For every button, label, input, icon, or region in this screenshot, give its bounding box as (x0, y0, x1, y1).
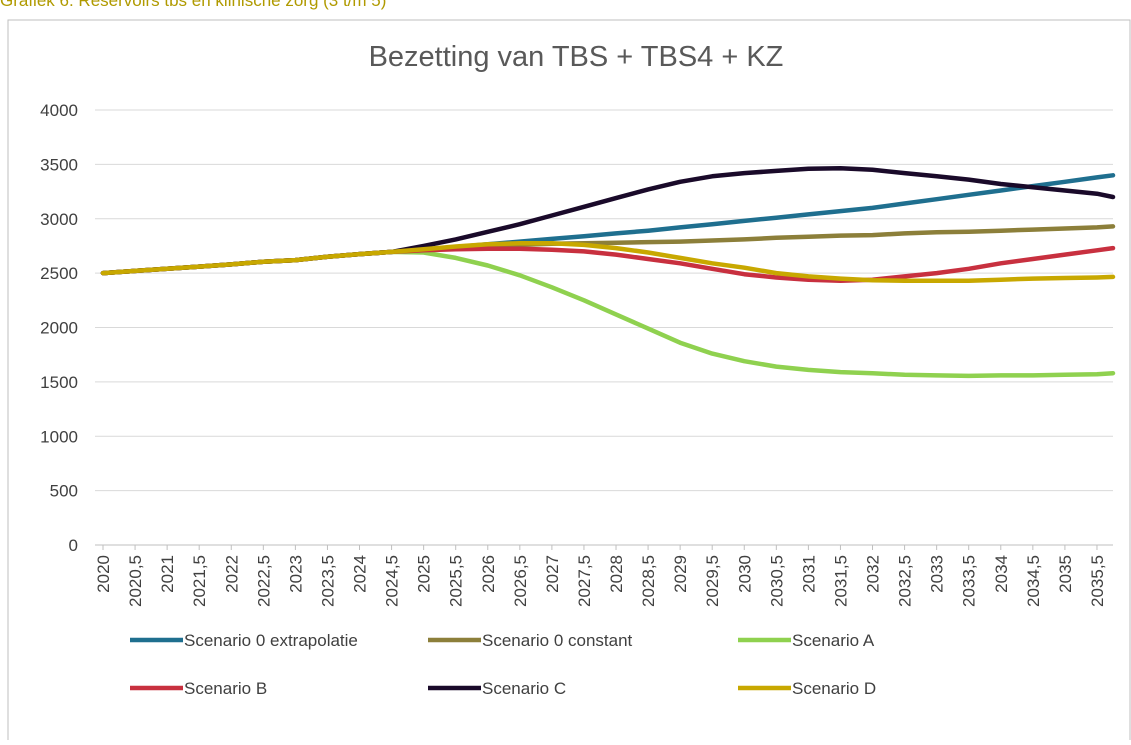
series-line (100, 165, 1116, 276)
x-tick-label: 2021 (158, 555, 177, 593)
caption: Grafiek 6. Reservoirs tbs en klinische z… (0, 0, 386, 10)
legend-label: Scenario C (482, 679, 566, 698)
y-tick-label: 3000 (40, 210, 78, 229)
y-tick-label: 2000 (40, 319, 78, 338)
x-tick-label: 2034 (992, 555, 1011, 593)
x-tick-label: 2021,5 (190, 555, 209, 607)
x-tick-label: 2026,5 (511, 555, 530, 607)
x-tick-label: 2034,5 (1024, 555, 1043, 607)
legend-label: Scenario D (792, 679, 876, 698)
x-tick-label: 2022,5 (254, 555, 273, 607)
x-tick-label: 2028 (607, 555, 626, 593)
x-tick-label: 2027,5 (575, 555, 594, 607)
x-tick-label: 2029 (671, 555, 690, 593)
x-tick-label: 2032 (864, 555, 883, 593)
x-tick-label: 2031 (799, 555, 818, 593)
y-tick-label: 500 (50, 482, 78, 501)
x-tick-label: 2029,5 (703, 555, 722, 607)
legend-label: Scenario A (792, 631, 875, 650)
x-tick-label: 2027 (543, 555, 562, 593)
x-tick-label: 2030,5 (767, 555, 786, 607)
x-tick-label: 2023,5 (318, 555, 337, 607)
y-tick-label: 1000 (40, 427, 78, 446)
x-tick-label: 2028,5 (639, 555, 658, 607)
x-tick-label: 2035,5 (1088, 555, 1107, 607)
x-tick-label: 2025 (415, 555, 434, 593)
legend-label: Scenario 0 extrapolatie (184, 631, 358, 650)
y-tick-label: 1500 (40, 373, 78, 392)
x-tick-label: 2020 (94, 555, 113, 593)
x-tick-label: 2020,5 (126, 555, 145, 607)
legend-label: Scenario B (184, 679, 267, 698)
x-tick-label: 2026 (479, 555, 498, 593)
series-line (100, 173, 1116, 276)
x-tick-label: 2024 (351, 555, 370, 593)
x-tick-label: 2033 (928, 555, 947, 593)
legend-label: Scenario 0 constant (482, 631, 633, 650)
y-tick-label: 0 (69, 536, 78, 555)
x-tick-label: 2024,5 (383, 555, 402, 607)
x-tick-label: 2030 (735, 555, 754, 593)
y-tick-label: 4000 (40, 101, 78, 120)
x-tick-label: 2025,5 (447, 555, 466, 607)
x-tick-label: 2031,5 (831, 555, 850, 607)
x-tick-label: 2022 (222, 555, 241, 593)
x-tick-label: 2035 (1056, 555, 1075, 593)
chart-frame (7, 19, 1131, 745)
x-tick-label: 2023 (286, 555, 305, 593)
chart-title: Bezetting van TBS + TBS4 + KZ (369, 41, 784, 73)
x-tick-label: 2033,5 (960, 555, 979, 607)
y-tick-label: 3500 (40, 155, 78, 174)
x-tick-label: 2032,5 (896, 555, 915, 607)
y-tick-label: 2500 (40, 264, 78, 283)
series-line (100, 240, 1116, 283)
